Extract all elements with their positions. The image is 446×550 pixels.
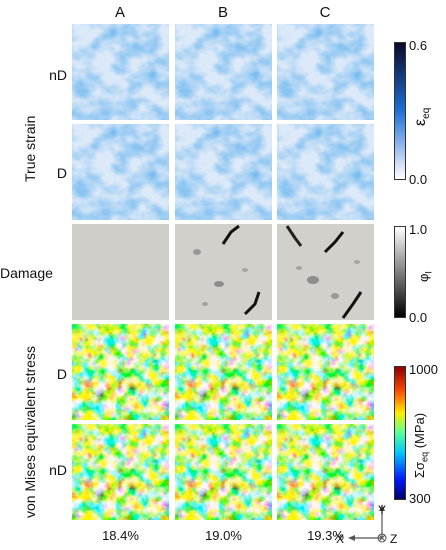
damage-colorbar-min: 0.0: [409, 310, 428, 325]
strain-colorbar: [394, 42, 406, 180]
strain-colorbar-min: 0.0: [409, 172, 428, 187]
stress-colorbar-max: 1000: [409, 362, 438, 377]
strain-map-d-a: [72, 124, 169, 220]
damage-map-c: [277, 224, 374, 320]
percentage-a: 18.4%: [102, 528, 139, 543]
damage-map-b: [175, 224, 272, 320]
damage-colorbar: [394, 226, 406, 318]
axis-label-z: Z: [390, 532, 398, 546]
strain-colorbar-max: 0.6: [409, 38, 428, 53]
axis-label-x: X: [336, 532, 345, 546]
strain-map-nd-a: [72, 24, 169, 120]
strain-map-d-b: [175, 124, 272, 220]
stress-map-d-c: [277, 324, 374, 420]
stress-map-nd-b: [175, 424, 272, 520]
stress-map-nd-c: [277, 424, 374, 520]
stress-colorbar-label: Σσeq (MPa): [412, 412, 430, 478]
row-label-stress-nd: nD: [49, 462, 67, 478]
percentage-c: 19.3%: [307, 528, 344, 543]
column-label-a: A: [114, 4, 125, 21]
row-label-stress-d: D: [56, 366, 67, 382]
strain-map-nd-c: [277, 24, 374, 120]
axis-label-y: Y: [378, 503, 387, 517]
strain-map-d-c: [277, 124, 374, 220]
axis-triad: [348, 504, 387, 543]
stress-map-d-b: [175, 324, 272, 420]
row-label-damage: Damage: [0, 265, 53, 281]
strain-colorbar-label: εeq: [412, 107, 433, 126]
strain-map-nd-b: [175, 24, 272, 120]
column-label-b: B: [217, 4, 228, 21]
row-label-strain-nd: nD: [49, 67, 67, 83]
stress-colorbar-min: 300: [409, 491, 431, 506]
row-label-strain-d: D: [56, 165, 67, 181]
damage-map-a: [72, 224, 169, 320]
stress-map-d-a: [72, 324, 169, 420]
stress-colorbar: [394, 366, 406, 500]
damage-colorbar-max: 1.0: [409, 222, 428, 237]
damage-colorbar-label: φI: [416, 271, 434, 282]
column-label-c: C: [319, 4, 331, 21]
stress-map-nd-a: [72, 424, 169, 520]
percentage-b: 19.0%: [205, 528, 242, 543]
